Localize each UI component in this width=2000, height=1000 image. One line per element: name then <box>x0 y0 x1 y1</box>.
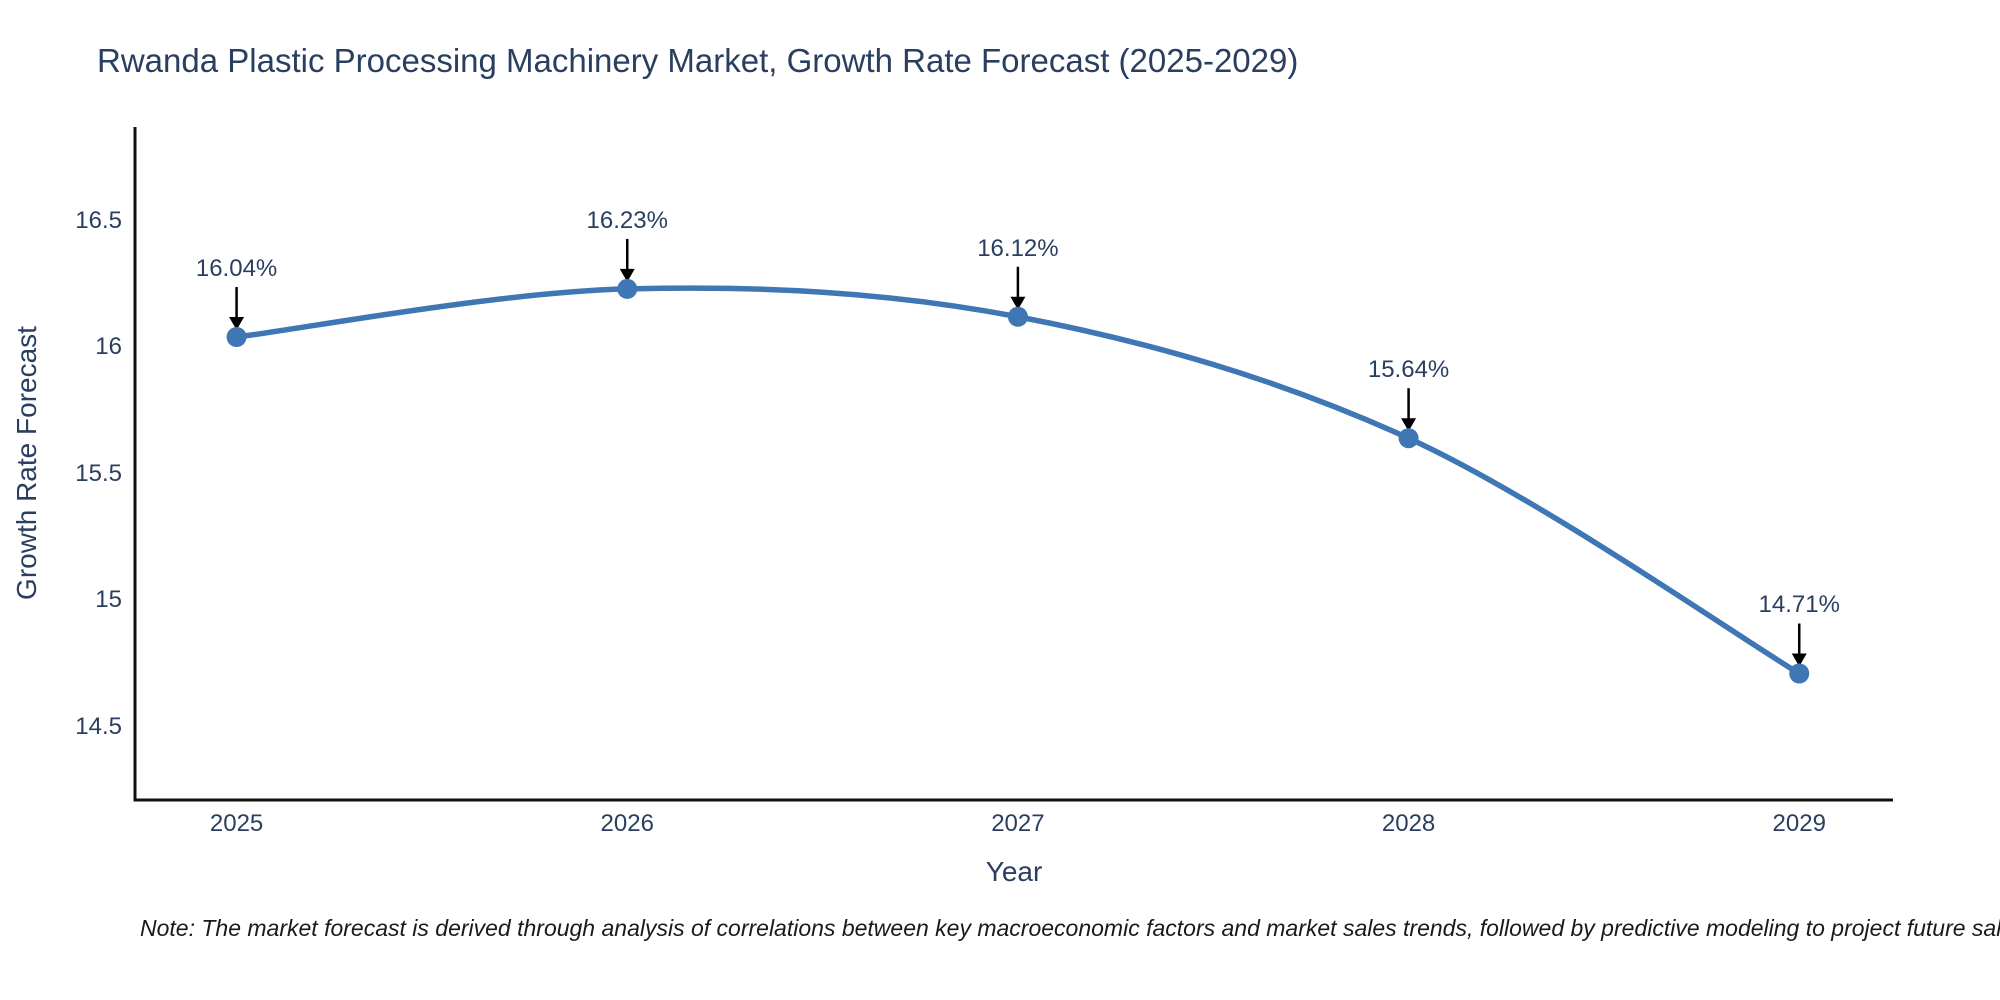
x-tick-label: 2027 <box>991 810 1045 837</box>
x-tick-label: 2025 <box>209 810 264 837</box>
trend-line <box>233 285 1802 677</box>
annotation-arrowhead-icon <box>229 316 245 330</box>
data-point[interactable] <box>226 326 247 347</box>
data-point[interactable] <box>1007 306 1028 327</box>
y-tick-label: 16 <box>95 333 122 361</box>
annotation-arrowhead-icon <box>1791 653 1807 667</box>
data-point[interactable] <box>617 278 638 299</box>
y-tick-label: 16.5 <box>75 206 122 234</box>
annotation-arrowhead-icon <box>1010 296 1026 310</box>
x-tick-label: 2026 <box>600 810 654 837</box>
annotation-label: 16.12% <box>977 234 1059 262</box>
y-tick-label: 14.5 <box>75 712 122 740</box>
annotation-arrowhead-icon <box>619 268 635 282</box>
annotation-label: 16.04% <box>195 254 278 282</box>
x-tick-label: 2028 <box>1381 810 1436 837</box>
annotation-label: 15.64% <box>1367 356 1450 384</box>
y-tick-label: 15 <box>95 586 122 614</box>
footnote: Note: The market forecast is derived thr… <box>140 915 2000 941</box>
x-tick-label: 2029 <box>1772 810 1826 837</box>
data-point[interactable] <box>1398 428 1419 449</box>
annotation-label: 14.71% <box>1758 591 1840 619</box>
y-tick-label: 15.5 <box>75 459 122 487</box>
annotation-arrowhead-icon <box>1401 418 1417 432</box>
chart-title: Rwanda Plastic Processing Machinery Mark… <box>97 42 1299 79</box>
annotation-label: 16.23% <box>586 206 668 234</box>
x-axis-title: Year <box>985 856 1043 887</box>
axis-spines <box>133 127 1893 802</box>
data-point[interactable] <box>1789 663 1810 684</box>
